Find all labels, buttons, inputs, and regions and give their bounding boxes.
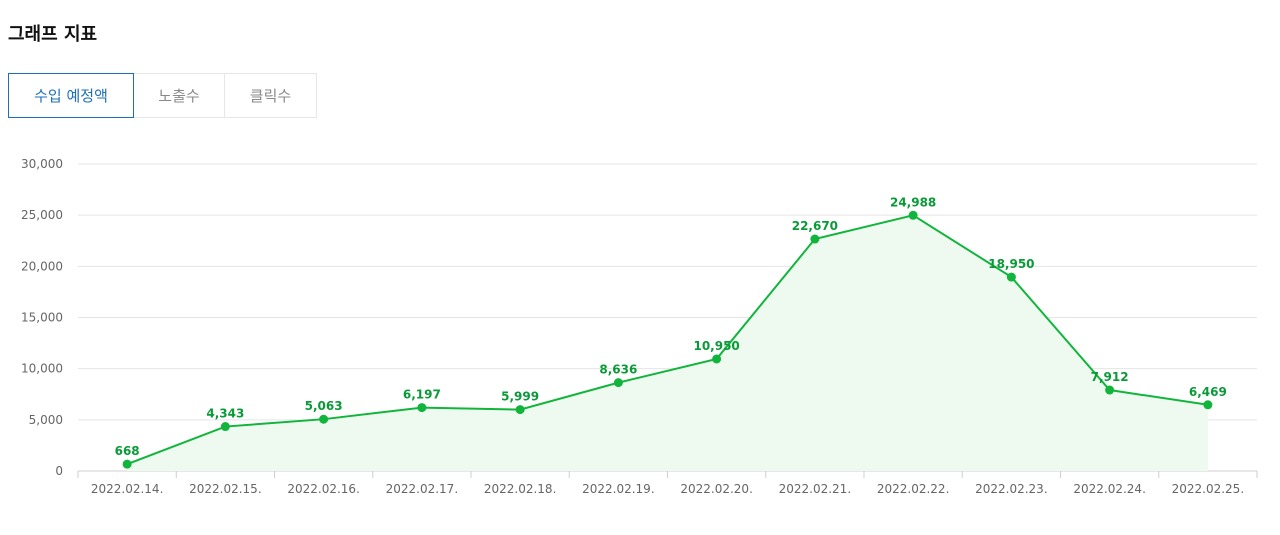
y-tick-label: 5,000 xyxy=(29,413,63,427)
data-label: 8,636 xyxy=(599,363,637,377)
data-label: 4,343 xyxy=(206,407,244,421)
metric-tabs: 수입 예정액 노출수 클릭수 xyxy=(8,73,317,118)
x-tick-label: 2022.02.22. xyxy=(877,482,950,496)
data-point xyxy=(810,234,820,244)
x-tick-label: 2022.02.14. xyxy=(91,482,164,496)
x-tick-label: 2022.02.24. xyxy=(1073,482,1146,496)
data-point xyxy=(613,378,623,388)
data-label: 668 xyxy=(115,444,140,458)
data-label: 24,988 xyxy=(890,195,936,209)
data-point xyxy=(122,459,132,469)
x-tick-label: 2022.02.16. xyxy=(287,482,360,496)
data-point xyxy=(1105,385,1115,395)
data-label: 7,912 xyxy=(1091,370,1129,384)
data-point xyxy=(908,210,918,220)
page-title: 그래프 지표 xyxy=(8,24,98,45)
area-fill xyxy=(127,215,1208,471)
x-tick-label: 2022.02.18. xyxy=(484,482,557,496)
x-tick-label: 2022.02.15. xyxy=(189,482,262,496)
x-tick-label: 2022.02.17. xyxy=(386,482,459,496)
y-tick-label: 10,000 xyxy=(21,362,63,376)
x-tick-label: 2022.02.19. xyxy=(582,482,655,496)
tab-clicks[interactable]: 클릭수 xyxy=(225,73,317,118)
data-label: 6,197 xyxy=(403,388,441,402)
tab-impressions[interactable]: 노출수 xyxy=(134,73,225,118)
data-point xyxy=(1006,272,1016,282)
data-point xyxy=(417,403,427,413)
data-point xyxy=(220,422,230,432)
y-tick-label: 25,000 xyxy=(21,208,63,222)
x-tick-label: 2022.02.23. xyxy=(975,482,1048,496)
data-point xyxy=(712,354,722,364)
tab-expected-revenue[interactable]: 수입 예정액 xyxy=(8,73,134,118)
x-tick-label: 2022.02.25. xyxy=(1172,482,1245,496)
data-point xyxy=(1203,400,1213,410)
y-tick-label: 20,000 xyxy=(21,259,63,273)
data-label: 6,469 xyxy=(1189,385,1227,399)
data-label: 5,063 xyxy=(305,399,343,413)
series-line xyxy=(126,214,1209,466)
data-label: 10,950 xyxy=(693,339,739,353)
x-tick-label: 2022.02.20. xyxy=(680,482,753,496)
data-label: 5,999 xyxy=(501,390,539,404)
data-point xyxy=(515,405,525,415)
data-point xyxy=(319,414,329,424)
x-tick-label: 2022.02.21. xyxy=(779,482,852,496)
y-tick-label: 15,000 xyxy=(21,311,63,325)
data-label: 18,950 xyxy=(988,257,1034,271)
y-tick-label: 30,000 xyxy=(21,157,63,171)
data-label: 22,670 xyxy=(792,219,838,233)
y-tick-label: 0 xyxy=(55,464,63,478)
